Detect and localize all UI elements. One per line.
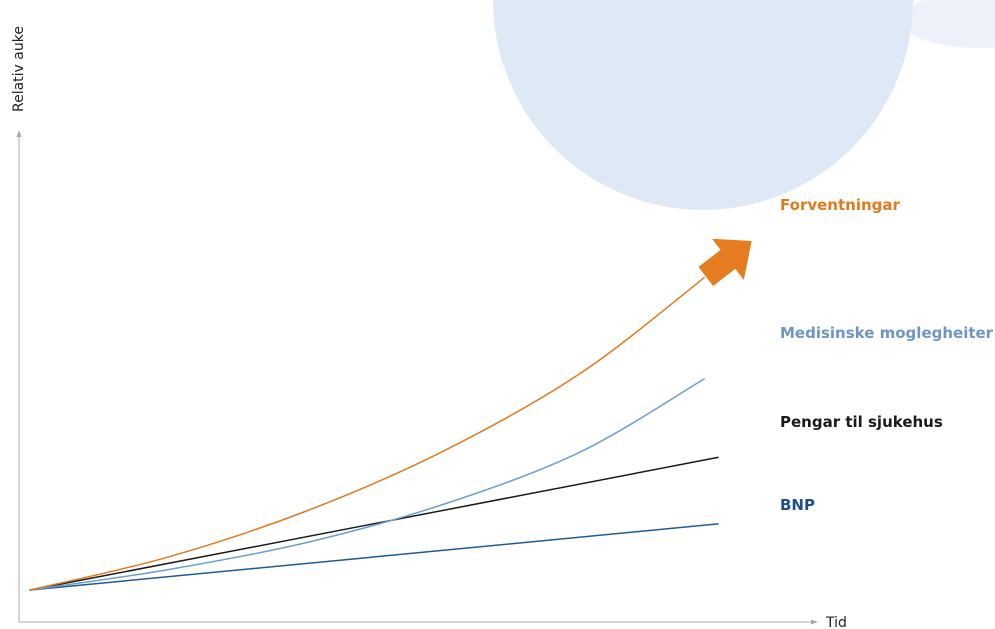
series-label-medisinske-moglegheiter: Medisinske moglegheiter bbox=[780, 324, 994, 342]
series-label-forventningar: Forventningar bbox=[780, 196, 901, 214]
axes: Tid Relativ auke bbox=[11, 26, 847, 629]
series-line-bnp bbox=[29, 523, 719, 591]
series-label-pengar-til-sjukehus: Pengar til sjukehus bbox=[780, 413, 943, 431]
x-axis-label: Tid bbox=[825, 615, 847, 629]
series-line-medisinske-moglegheiter bbox=[29, 378, 705, 591]
series-label-bnp: BNP bbox=[780, 496, 815, 514]
background-decoration bbox=[493, 0, 995, 210]
y-axis-arrow bbox=[16, 130, 22, 137]
background-circle bbox=[493, 0, 913, 210]
background-circle-light bbox=[900, 0, 995, 48]
series-layer bbox=[29, 238, 752, 591]
series-line-forventningar bbox=[29, 276, 705, 591]
x-axis-arrow bbox=[811, 619, 818, 625]
series-arrow-forventningar bbox=[698, 238, 752, 286]
series-line-pengar-til-sjukehus bbox=[29, 456, 719, 591]
y-axis-label: Relativ auke bbox=[11, 26, 27, 112]
label-layer: Forventningar Medisinske moglegheiter Peng… bbox=[780, 196, 994, 514]
